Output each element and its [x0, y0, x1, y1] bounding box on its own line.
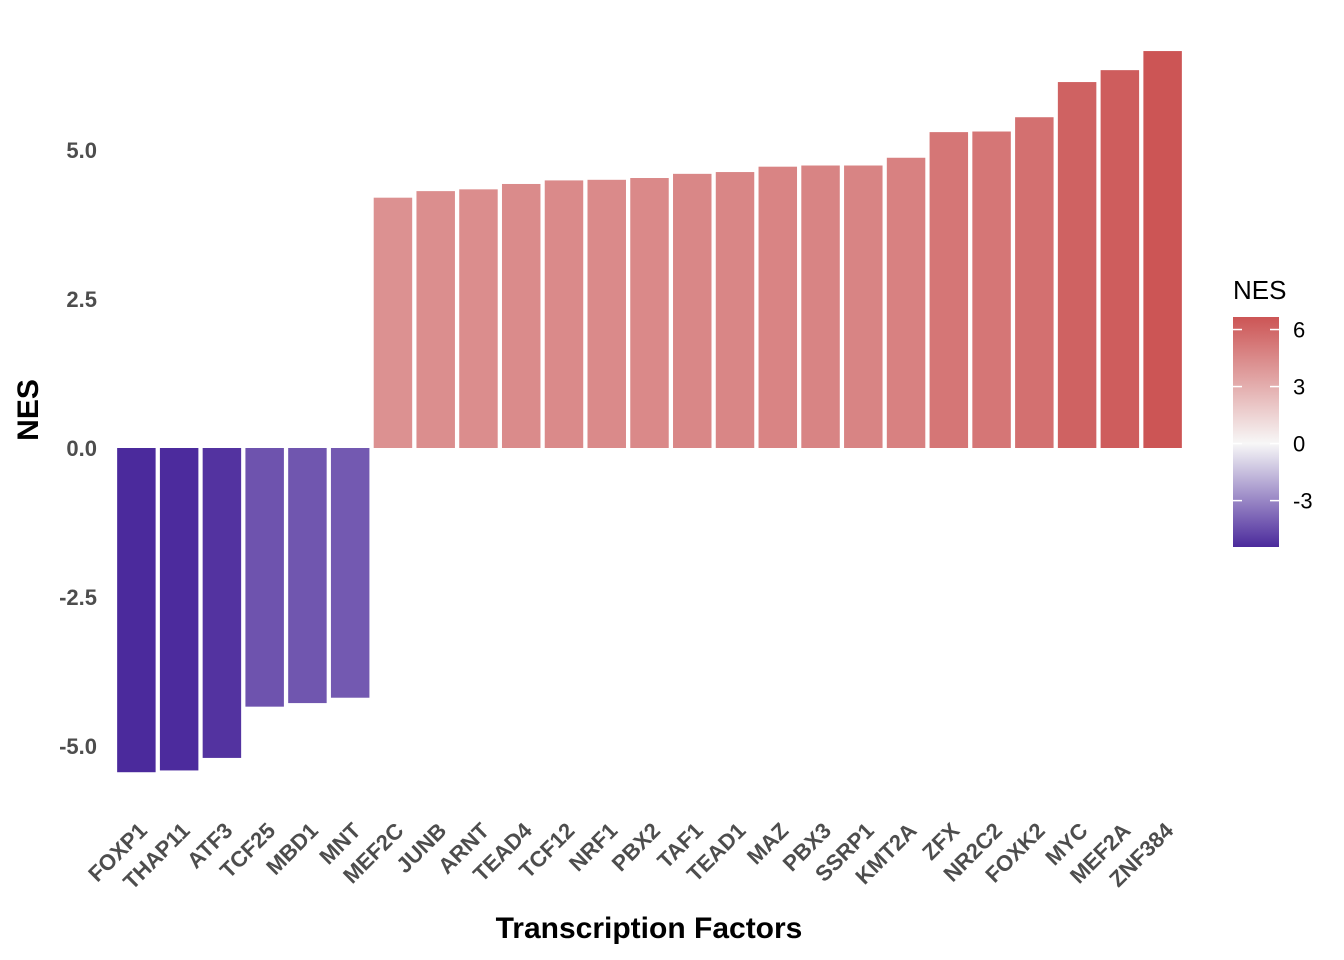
legend-ticks: 6 3 0 -3 — [1233, 318, 1313, 514]
y-tick-label: 0.0 — [66, 436, 97, 461]
bar-pbx3 — [801, 165, 840, 448]
x-axis-ticks: FOXP1THAP11ATF3TCF25MBD1MNTMEF2CJUNBARNT… — [83, 817, 1178, 894]
bar-mef2a — [1100, 70, 1140, 448]
legend-tick-label: 6 — [1293, 318, 1305, 343]
bar-tead1 — [715, 172, 755, 449]
bar-mbd1 — [288, 448, 327, 704]
bar-mnt — [330, 448, 370, 698]
bar-ssrp1 — [844, 165, 883, 448]
y-axis-ticks: -5.0 -2.5 0.0 2.5 5.0 — [59, 138, 97, 759]
y-tick-label: -5.0 — [59, 734, 97, 759]
bar-pbx2 — [630, 178, 669, 448]
legend-tick-label: 3 — [1293, 375, 1305, 400]
bar-nr2c2 — [972, 131, 1011, 448]
bar-junb — [416, 191, 455, 448]
bar-mef2c — [373, 197, 413, 448]
y-axis-title: NES — [12, 379, 45, 441]
y-tick-label: -2.5 — [59, 585, 97, 610]
legend-tick-label: -3 — [1293, 489, 1313, 514]
bar-taf1 — [673, 173, 712, 448]
bar-tead4 — [501, 183, 541, 448]
x-axis-title: Transcription Factors — [496, 912, 803, 945]
bars — [117, 51, 1182, 773]
x-tick-label: PBX2 — [607, 818, 665, 876]
x-tick-label: NRF1 — [564, 818, 622, 876]
bar-kmt2a — [886, 157, 926, 448]
y-tick-label: 5.0 — [66, 138, 97, 163]
bar-atf3 — [202, 448, 242, 758]
legend-title: NES — [1233, 275, 1286, 305]
bar-thap11 — [159, 448, 199, 771]
bar-myc — [1057, 82, 1097, 448]
bar-foxp1 — [117, 448, 156, 773]
colorbar-legend: NES 6 3 0 -3 — [1233, 275, 1313, 547]
legend-colorbar — [1233, 317, 1279, 547]
bar-foxk2 — [1015, 117, 1054, 448]
bar-arnt — [459, 189, 498, 448]
legend-tick-label: 0 — [1293, 432, 1305, 457]
bar-zfx — [929, 132, 969, 448]
bar-nrf1 — [587, 179, 626, 449]
bar-tcf12 — [544, 180, 584, 448]
y-tick-label: 2.5 — [66, 287, 97, 312]
bar-maz — [758, 166, 798, 448]
bar-tcf25 — [245, 448, 284, 707]
bar-znf384 — [1143, 51, 1182, 449]
